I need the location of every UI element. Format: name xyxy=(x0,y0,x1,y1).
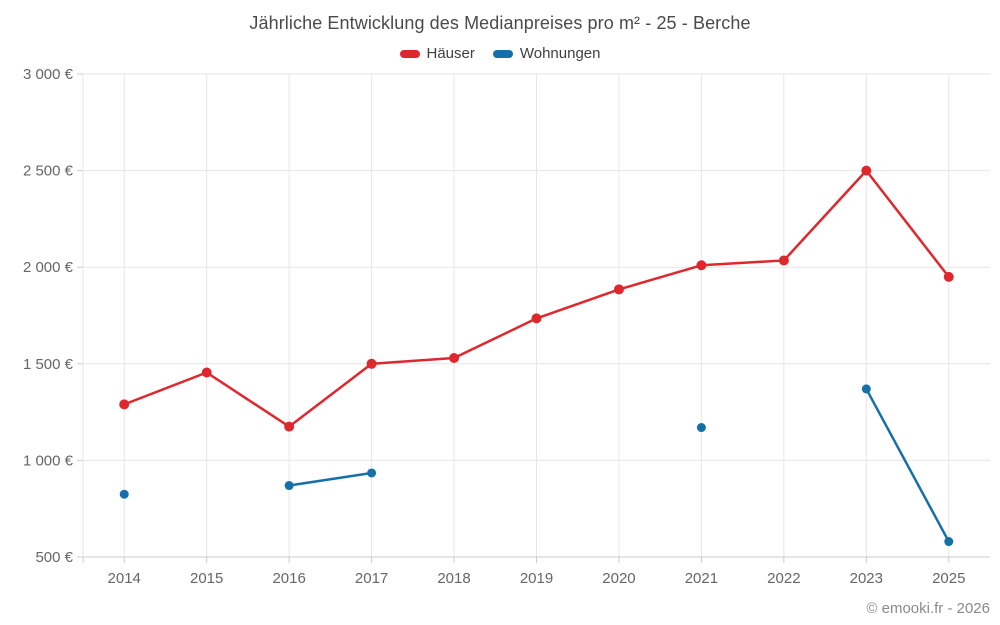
y-axis-label: 3 000 € xyxy=(23,66,74,83)
legend-label-haeuser: Häuser xyxy=(426,45,475,62)
y-axis-label: 1 500 € xyxy=(23,356,74,373)
series-line-wohnungen xyxy=(287,471,373,487)
y-axis-label: 500 € xyxy=(35,549,73,566)
x-axis-label: 2015 xyxy=(190,570,223,587)
data-point-marker xyxy=(119,399,130,410)
x-axis-label: 2025 xyxy=(932,570,965,587)
wohnungen-series-swatch-icon xyxy=(492,49,513,58)
legend-item-haeuser[interactable]: Häuser xyxy=(399,45,475,62)
data-point-marker xyxy=(778,255,789,266)
x-axis-label: 2021 xyxy=(685,570,718,587)
data-point-marker xyxy=(366,358,377,369)
data-point-marker xyxy=(531,313,542,324)
legend-label-wohnungen: Wohnungen xyxy=(519,45,601,62)
x-axis-label: 2023 xyxy=(850,570,883,587)
haeuser-series-swatch-icon xyxy=(399,49,420,58)
data-point-marker xyxy=(367,468,377,478)
x-axis-label: 2017 xyxy=(355,570,388,587)
data-point-marker xyxy=(613,284,624,295)
x-axis-label: 2018 xyxy=(437,570,470,587)
x-axis-label: 2022 xyxy=(767,570,800,587)
y-axis-label: 2 500 € xyxy=(23,163,74,180)
legend-item-wohnungen[interactable]: Wohnungen xyxy=(492,45,601,62)
y-axis-label: 1 000 € xyxy=(23,452,74,469)
series-line-wohnungen xyxy=(865,387,951,543)
x-axis-label: 2019 xyxy=(520,570,553,587)
data-point-marker xyxy=(944,537,954,547)
data-point-marker xyxy=(119,489,129,499)
chart-title: Jährliche Entwicklung des Medianpreises … xyxy=(249,13,751,33)
data-point-marker xyxy=(284,481,294,491)
data-point-marker xyxy=(943,271,954,282)
data-point-marker xyxy=(696,423,706,433)
x-axis-label: 2014 xyxy=(108,570,141,587)
data-point-marker xyxy=(696,260,707,271)
x-axis-label: 2016 xyxy=(272,570,305,587)
copyright-text: © emooki.fr - 2026 xyxy=(866,600,990,617)
legend: Häuser Wohnungen xyxy=(0,45,1000,62)
x-axis-label: 2020 xyxy=(602,570,635,587)
data-point-marker xyxy=(861,384,871,394)
data-point-marker xyxy=(861,165,872,176)
y-axis-label: 2 000 € xyxy=(23,259,74,276)
data-point-marker xyxy=(284,421,295,432)
data-point-marker xyxy=(201,367,212,378)
data-point-marker xyxy=(449,353,460,364)
